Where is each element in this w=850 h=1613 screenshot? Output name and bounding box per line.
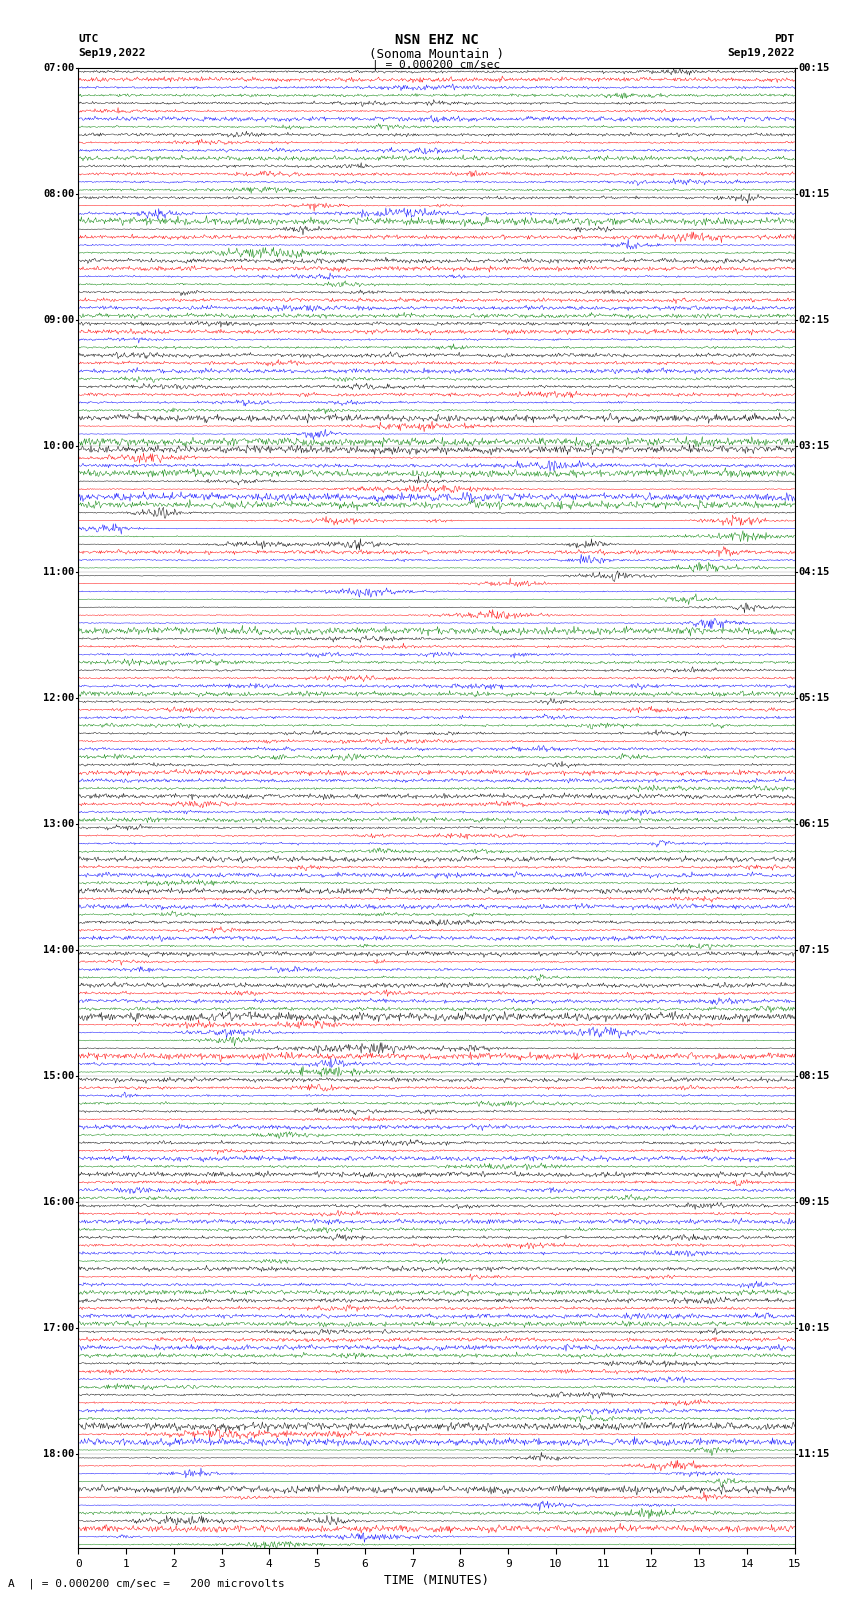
Text: PDT: PDT xyxy=(774,34,795,44)
Text: 02:15: 02:15 xyxy=(798,315,830,324)
Text: 11:15: 11:15 xyxy=(798,1448,830,1460)
Text: Sep19,2022: Sep19,2022 xyxy=(728,48,795,58)
Text: 03:15: 03:15 xyxy=(798,440,830,450)
X-axis label: TIME (MINUTES): TIME (MINUTES) xyxy=(384,1574,489,1587)
Text: (Sonoma Mountain ): (Sonoma Mountain ) xyxy=(369,47,504,61)
Text: 00:15: 00:15 xyxy=(798,63,830,73)
Text: 08:15: 08:15 xyxy=(798,1071,830,1081)
Text: NSN EHZ NC: NSN EHZ NC xyxy=(394,32,479,47)
Text: A  | = 0.000200 cm/sec =   200 microvolts: A | = 0.000200 cm/sec = 200 microvolts xyxy=(8,1579,286,1589)
Text: 16:00: 16:00 xyxy=(43,1197,75,1207)
Text: 09:00: 09:00 xyxy=(43,315,75,324)
Text: 12:00: 12:00 xyxy=(43,694,75,703)
Text: 07:15: 07:15 xyxy=(798,945,830,955)
Text: 06:15: 06:15 xyxy=(798,819,830,829)
Text: 10:00: 10:00 xyxy=(43,440,75,450)
Text: 18:00: 18:00 xyxy=(43,1448,75,1460)
Text: 09:15: 09:15 xyxy=(798,1197,830,1207)
Text: 05:15: 05:15 xyxy=(798,694,830,703)
Text: UTC: UTC xyxy=(78,34,99,44)
Text: 14:00: 14:00 xyxy=(43,945,75,955)
Text: 01:15: 01:15 xyxy=(798,189,830,198)
Text: 04:15: 04:15 xyxy=(798,566,830,577)
Text: Sep19,2022: Sep19,2022 xyxy=(78,48,145,58)
Text: 10:15: 10:15 xyxy=(798,1323,830,1332)
Text: 13:00: 13:00 xyxy=(43,819,75,829)
Text: 17:00: 17:00 xyxy=(43,1323,75,1332)
Text: | = 0.000200 cm/sec: | = 0.000200 cm/sec xyxy=(372,60,501,69)
Text: 11:00: 11:00 xyxy=(43,566,75,577)
Text: 08:00: 08:00 xyxy=(43,189,75,198)
Text: 15:00: 15:00 xyxy=(43,1071,75,1081)
Text: 07:00: 07:00 xyxy=(43,63,75,73)
